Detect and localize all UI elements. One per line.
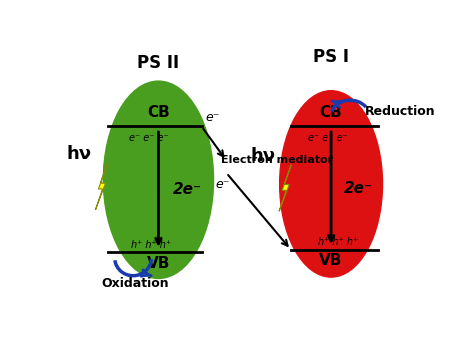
Text: e⁻ e⁻ e⁻: e⁻ e⁻ e⁻ — [129, 133, 169, 143]
Polygon shape — [95, 163, 108, 210]
Text: hν: hν — [251, 147, 276, 165]
Text: e⁻: e⁻ — [205, 111, 219, 124]
Text: hν: hν — [67, 145, 92, 163]
Text: CB: CB — [147, 105, 170, 120]
Text: Oxidation: Oxidation — [102, 277, 170, 290]
Polygon shape — [279, 165, 291, 211]
Text: CB: CB — [320, 105, 342, 120]
Text: e⁻: e⁻ — [216, 178, 230, 192]
Ellipse shape — [103, 81, 213, 278]
Text: 2e⁻: 2e⁻ — [344, 180, 373, 195]
Text: 2e⁻: 2e⁻ — [173, 182, 202, 197]
Ellipse shape — [280, 91, 383, 277]
Text: Reduction: Reduction — [365, 105, 435, 118]
Text: h⁺ h⁺ h⁺: h⁺ h⁺ h⁺ — [319, 237, 358, 247]
Text: VB: VB — [147, 256, 170, 271]
Text: Electron mediator: Electron mediator — [221, 155, 333, 165]
Text: h⁺ h⁺ h⁺: h⁺ h⁺ h⁺ — [131, 240, 171, 250]
Text: PS I: PS I — [313, 48, 349, 66]
Text: VB: VB — [319, 253, 343, 268]
Text: PS II: PS II — [137, 54, 180, 72]
Text: e⁻ e⁻ e⁻: e⁻ e⁻ e⁻ — [308, 133, 347, 143]
